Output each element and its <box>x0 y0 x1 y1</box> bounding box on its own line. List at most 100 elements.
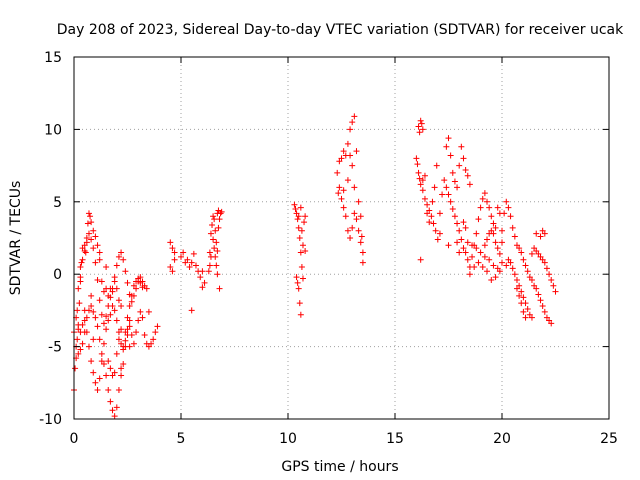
data-point <box>83 239 90 246</box>
data-point <box>212 227 219 234</box>
data-point <box>98 358 105 365</box>
data-point <box>105 387 112 394</box>
data-point <box>81 307 88 314</box>
data-point <box>85 343 92 350</box>
data-point <box>297 204 304 211</box>
data-point <box>357 213 364 220</box>
data-point <box>297 311 304 318</box>
data-point <box>139 314 146 321</box>
data-point <box>115 387 122 394</box>
data-point <box>124 279 131 286</box>
data-point <box>436 230 443 237</box>
data-point <box>548 276 555 283</box>
data-point <box>74 336 81 343</box>
data-point <box>460 155 467 162</box>
data-point <box>539 303 546 310</box>
data-point <box>507 259 514 266</box>
data-point <box>210 236 217 243</box>
data-point <box>469 242 476 249</box>
data-point <box>118 372 125 379</box>
data-point <box>213 239 220 246</box>
data-point <box>167 263 174 270</box>
data-point <box>141 332 148 339</box>
data-point <box>451 178 458 185</box>
data-point <box>481 253 488 260</box>
data-point <box>344 177 351 184</box>
data-point <box>416 175 423 182</box>
data-point <box>338 155 345 162</box>
data-point <box>75 350 82 357</box>
data-point <box>421 172 428 179</box>
data-point <box>128 332 135 339</box>
data-point <box>139 278 146 285</box>
data-point <box>130 340 137 347</box>
data-point <box>479 263 486 270</box>
data-point <box>351 210 358 217</box>
data-point <box>133 285 140 292</box>
data-point <box>349 162 356 169</box>
data-point <box>454 239 461 246</box>
data-point <box>88 219 95 226</box>
data-point <box>143 285 150 292</box>
data-point <box>499 227 505 234</box>
data-point <box>451 213 458 220</box>
data-point <box>417 256 424 263</box>
data-point <box>214 271 221 278</box>
data-point <box>135 317 142 324</box>
data-point <box>513 285 520 292</box>
data-point <box>88 236 95 243</box>
data-point <box>414 161 421 168</box>
data-point <box>85 230 92 237</box>
data-point <box>462 249 469 256</box>
data-point <box>79 256 86 263</box>
data-point <box>419 187 426 194</box>
data-point <box>299 275 306 282</box>
data-point <box>109 407 116 414</box>
data-point <box>462 224 469 231</box>
data-point <box>169 268 176 275</box>
data-point <box>541 230 548 237</box>
data-point <box>199 284 206 291</box>
data-point <box>417 181 424 188</box>
data-point <box>111 369 118 376</box>
data-point <box>216 216 223 223</box>
data-point <box>494 245 501 252</box>
data-point <box>197 274 204 281</box>
data-point <box>92 233 99 240</box>
data-point <box>426 219 433 226</box>
data-point <box>81 248 88 255</box>
data-point <box>513 276 520 283</box>
data-point <box>302 248 309 255</box>
data-point <box>537 297 544 304</box>
data-point <box>496 210 503 217</box>
data-point <box>145 308 152 315</box>
data-point <box>77 263 84 270</box>
data-point <box>543 265 550 272</box>
data-point <box>454 220 461 227</box>
data-point <box>107 365 114 372</box>
data-point <box>201 279 208 286</box>
data-point <box>207 253 214 260</box>
series-tracks-16-23h <box>413 117 559 327</box>
data-point <box>299 242 306 249</box>
data-point <box>209 221 216 228</box>
data-point <box>447 198 454 205</box>
data-point <box>90 245 97 252</box>
data-point <box>128 298 135 305</box>
data-point <box>335 190 342 197</box>
data-point <box>94 387 101 394</box>
data-point <box>84 220 91 227</box>
data-point <box>516 245 523 252</box>
data-point <box>477 204 484 211</box>
data-point <box>458 236 465 243</box>
data-point <box>115 336 122 343</box>
data-point <box>78 259 85 266</box>
data-point <box>552 288 559 295</box>
data-point <box>103 263 110 270</box>
data-point <box>111 274 118 281</box>
data-point <box>292 206 299 213</box>
data-point <box>90 336 97 343</box>
data-point <box>511 271 518 278</box>
data-point <box>433 162 440 169</box>
data-point <box>449 169 456 176</box>
